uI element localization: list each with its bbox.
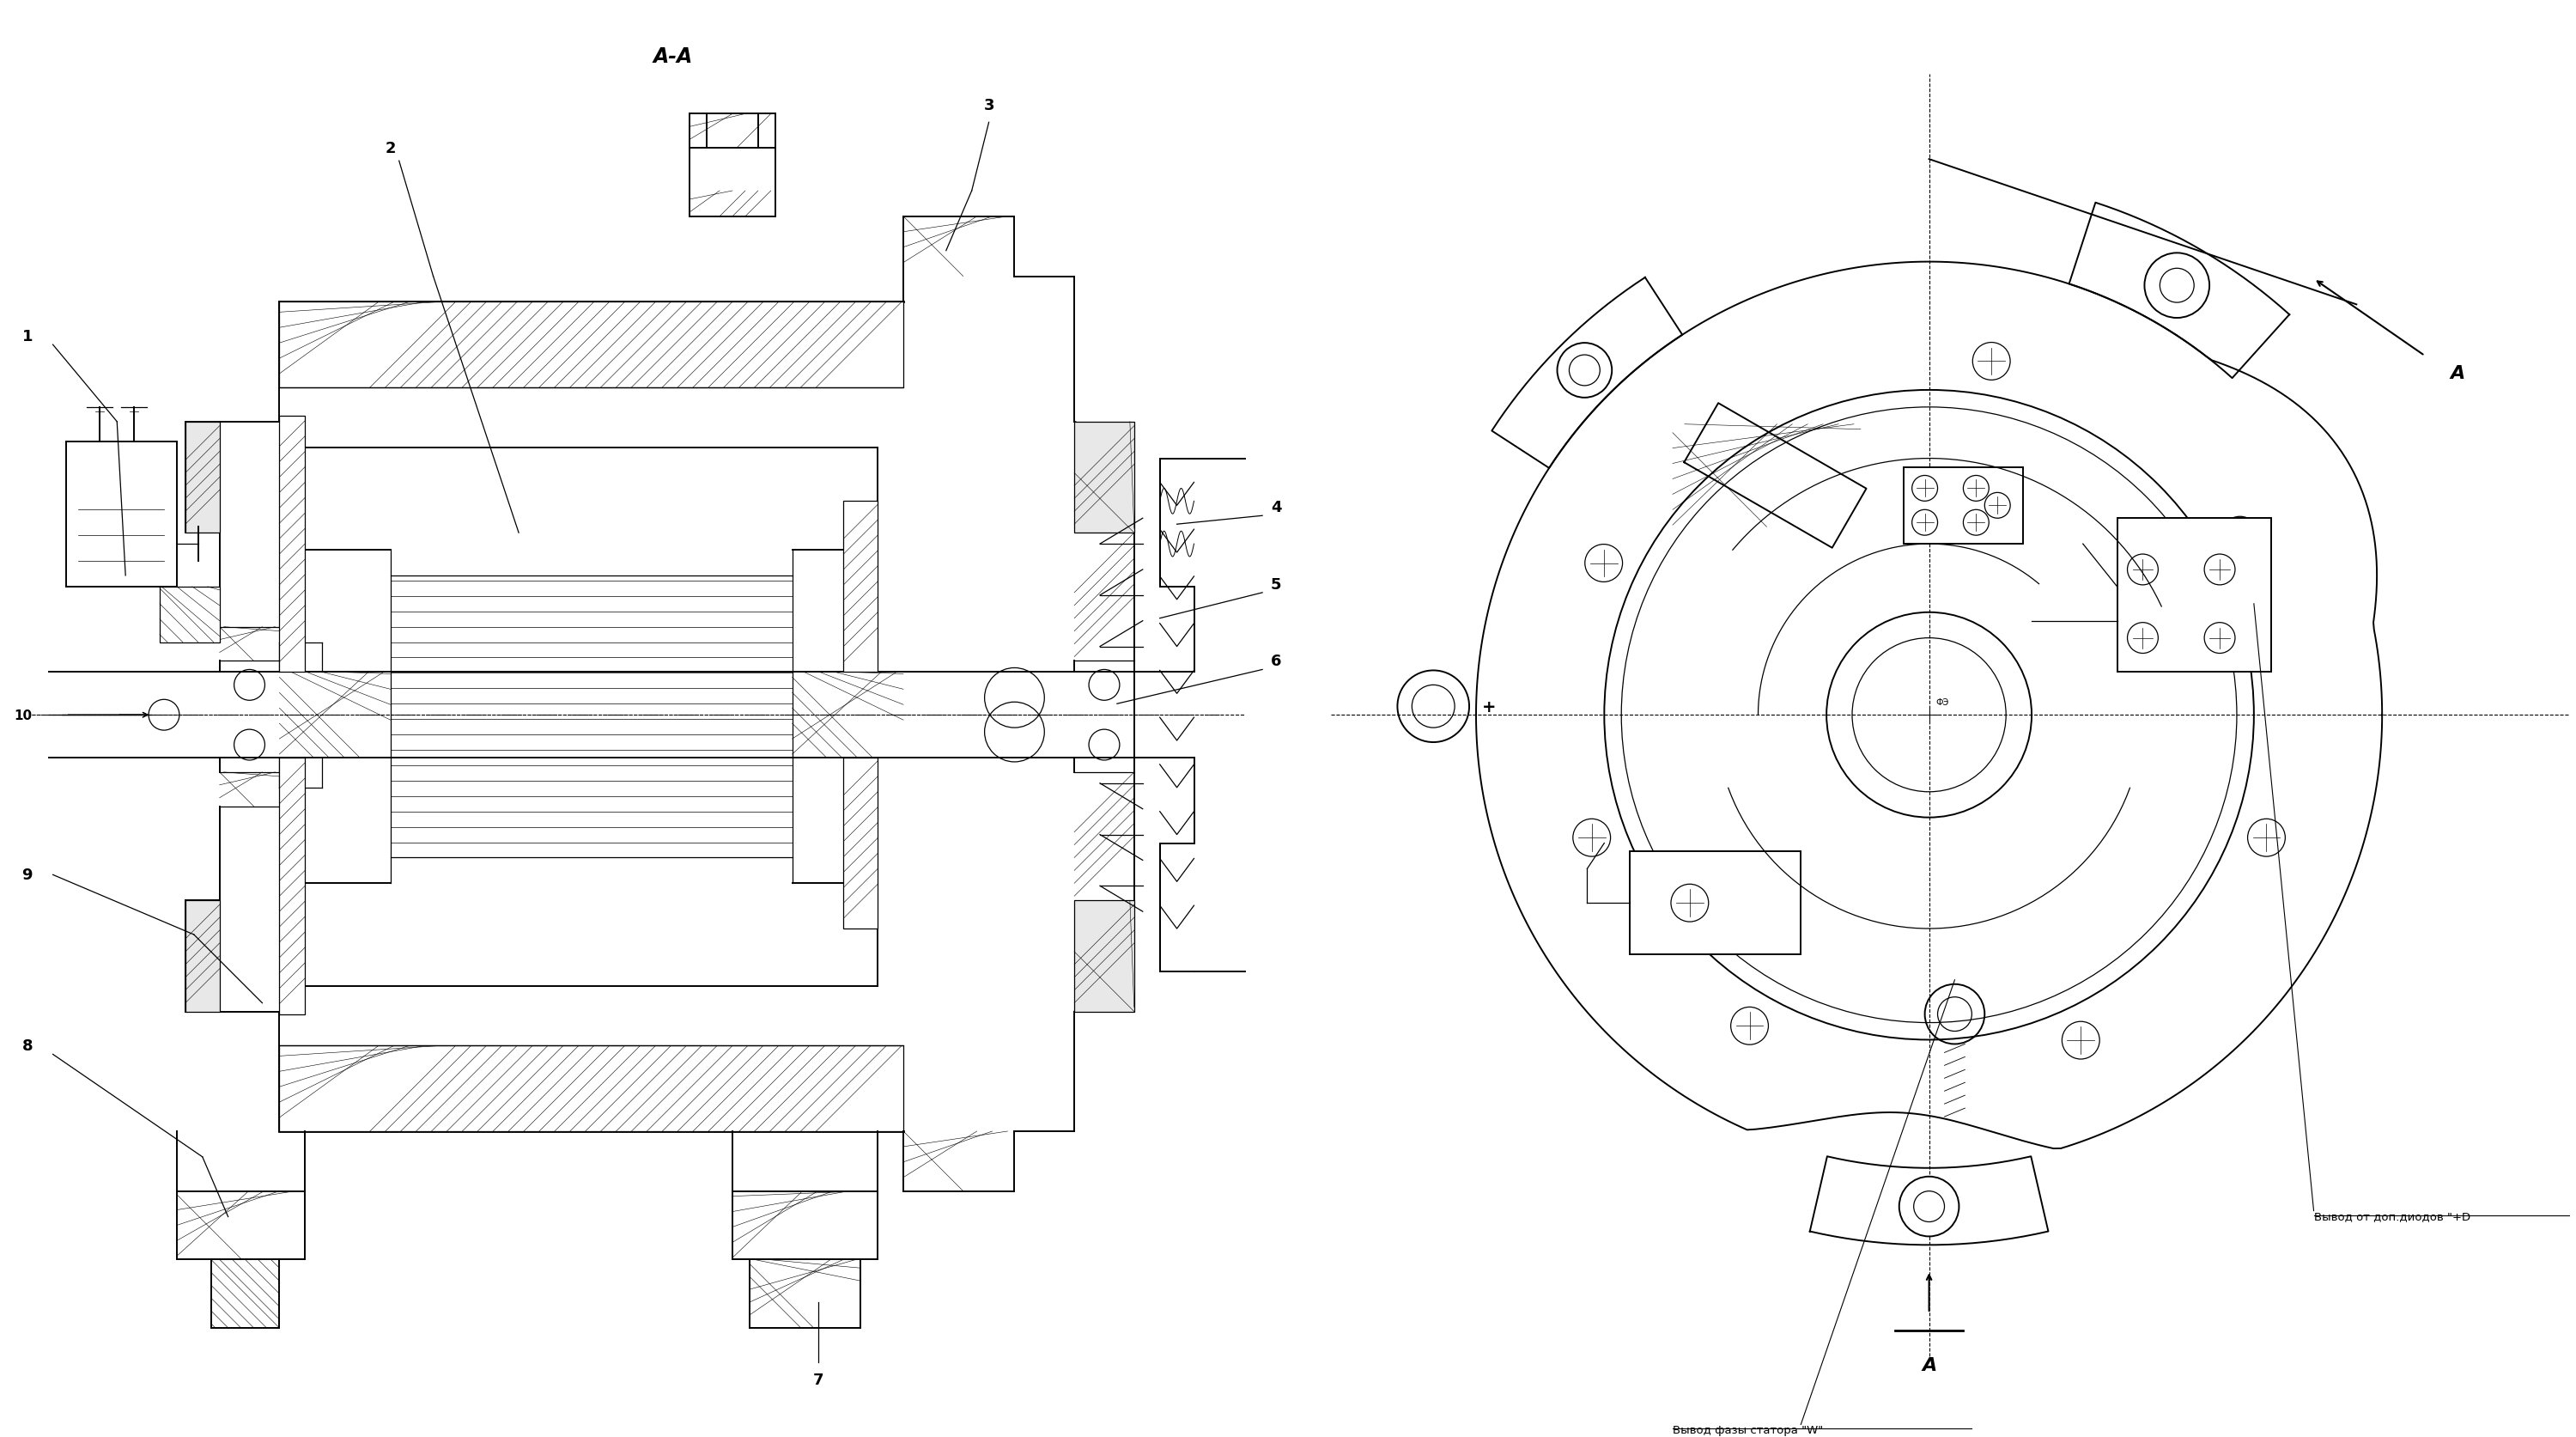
- Bar: [67, 441, 178, 588]
- Text: +: +: [1481, 698, 1497, 714]
- Bar: [1074, 422, 1133, 533]
- Bar: [2117, 519, 2272, 673]
- Bar: [1904, 467, 2022, 545]
- Text: 7: 7: [811, 1371, 824, 1387]
- Bar: [278, 757, 304, 1015]
- Text: 3: 3: [984, 98, 994, 114]
- Bar: [278, 417, 304, 673]
- Circle shape: [1558, 343, 1613, 398]
- Text: Вывод от доп.диодов "+D: Вывод от доп.диодов "+D: [2313, 1211, 2470, 1221]
- Text: 5: 5: [1270, 576, 1283, 592]
- Bar: [842, 757, 878, 928]
- Bar: [1074, 901, 1133, 1012]
- Bar: [278, 1046, 904, 1131]
- Text: 4: 4: [1270, 500, 1283, 516]
- Bar: [160, 588, 219, 642]
- Bar: [185, 422, 219, 533]
- Bar: [842, 502, 878, 673]
- Bar: [278, 303, 904, 388]
- Text: Вывод фазы статора "W": Вывод фазы статора "W": [1672, 1424, 1824, 1436]
- Circle shape: [1899, 1177, 1958, 1236]
- Bar: [1631, 852, 1801, 954]
- Text: 8: 8: [21, 1038, 33, 1053]
- Text: А: А: [2450, 365, 2465, 382]
- Circle shape: [2143, 253, 2210, 319]
- Text: 1: 1: [21, 329, 33, 345]
- Text: ФЭ: ФЭ: [1935, 698, 1947, 707]
- Text: 2: 2: [386, 141, 397, 157]
- Text: А-А: А-А: [652, 46, 693, 66]
- Text: 10: 10: [15, 708, 33, 721]
- Text: А: А: [1922, 1357, 1937, 1374]
- Bar: [185, 901, 219, 1012]
- Text: 9: 9: [21, 868, 33, 882]
- Text: 6: 6: [1270, 654, 1283, 670]
